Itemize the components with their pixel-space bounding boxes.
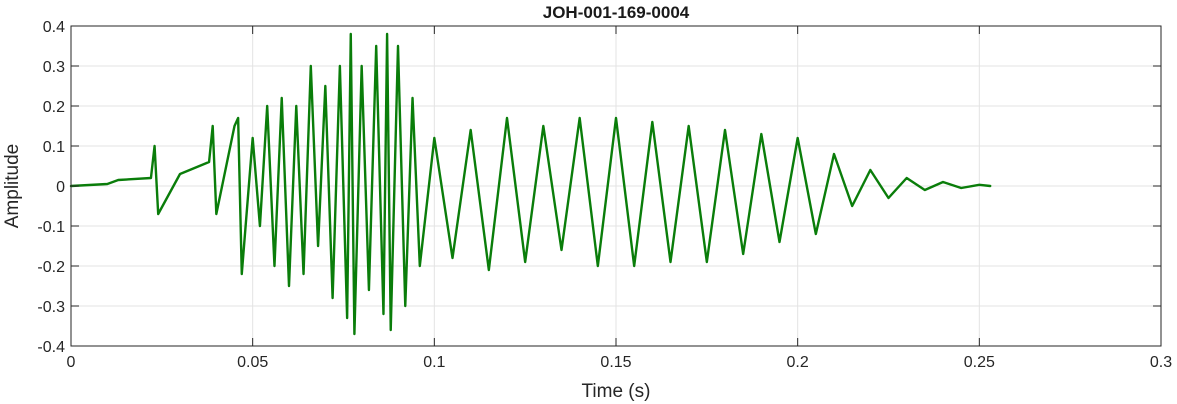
x-axis-ticks: 0 0.05 0.1 0.15 0.2 0.25 0.3 bbox=[67, 26, 1172, 371]
x-axis-label: Time (s) bbox=[582, 381, 651, 402]
y-tick-label: 0 bbox=[56, 179, 65, 196]
y-tick-label: 0.1 bbox=[43, 139, 65, 156]
y-tick-label: -0.3 bbox=[37, 299, 65, 316]
y-tick-label: 0.3 bbox=[43, 59, 65, 76]
x-tick-label: 0.3 bbox=[1150, 354, 1172, 371]
y-tick-label: -0.4 bbox=[37, 339, 65, 356]
x-tick-label: 0.2 bbox=[787, 354, 809, 371]
x-tick-label: 0.25 bbox=[964, 354, 995, 371]
y-axis-ticks: 0.4 0.3 0.2 0.1 0 -0.1 -0.2 -0.3 -0.4 bbox=[37, 19, 1161, 356]
y-tick-label: -0.1 bbox=[37, 219, 65, 236]
x-tick-label: 0.05 bbox=[237, 354, 268, 371]
waveform-line bbox=[69, 32, 992, 336]
chart-title: JOH-001-169-0004 bbox=[543, 3, 690, 22]
x-tick-label: 0.15 bbox=[600, 354, 631, 371]
x-tick-label: 0.1 bbox=[423, 354, 445, 371]
y-tick-label: 0.2 bbox=[43, 99, 65, 116]
y-axis-label: Amplitude bbox=[2, 144, 23, 229]
y-tick-label: -0.2 bbox=[37, 259, 65, 276]
y-tick-label: 0.4 bbox=[43, 19, 65, 36]
x-tick-label: 0 bbox=[67, 354, 76, 371]
